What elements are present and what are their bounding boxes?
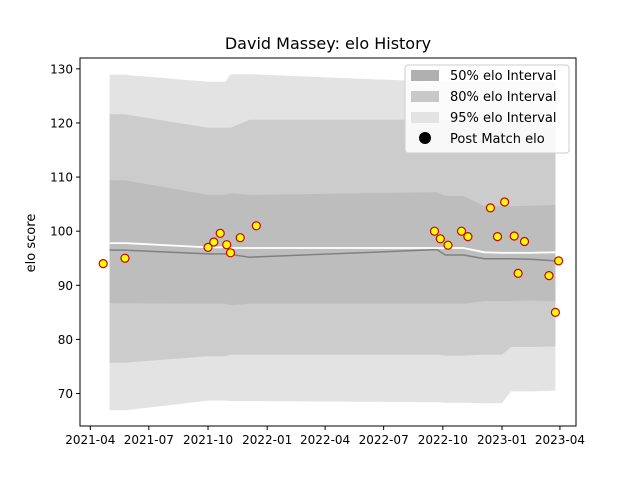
data-point xyxy=(235,233,245,243)
legend-swatch-80 xyxy=(411,91,439,102)
y-axis: 70 80 90 100 110 120 130 xyxy=(50,62,80,401)
data-point xyxy=(513,268,523,278)
x-tick-label: 2022-10 xyxy=(418,433,468,447)
data-point xyxy=(251,221,261,231)
y-tick-label: 100 xyxy=(50,225,73,239)
data-point xyxy=(429,226,440,236)
interval-bands xyxy=(109,74,556,411)
x-tick-label: 2021-10 xyxy=(183,433,233,447)
y-tick-label: 110 xyxy=(50,171,73,185)
data-point xyxy=(519,236,530,247)
y-tick-label: 80 xyxy=(58,333,73,347)
legend-marker-points xyxy=(419,132,431,144)
data-point xyxy=(553,256,564,266)
data-point xyxy=(225,248,236,258)
legend-box xyxy=(404,64,570,154)
legend-label-95: 95% elo Interval xyxy=(450,111,557,126)
x-tick-label: 2021-04 xyxy=(65,433,115,447)
x-tick-label: 2022-04 xyxy=(300,433,350,447)
data-point xyxy=(463,232,473,242)
data-point xyxy=(456,226,467,236)
data-point xyxy=(485,203,495,213)
data-point xyxy=(98,259,108,269)
x-tick-label: 2022-07 xyxy=(359,433,409,447)
legend-label-80: 80% elo Interval xyxy=(450,90,557,105)
data-point xyxy=(120,253,130,263)
y-axis-label: elo score xyxy=(24,214,39,273)
data-point xyxy=(544,271,554,281)
y-tick-label: 90 xyxy=(58,279,73,293)
x-tick-label: 2021-07 xyxy=(124,433,174,447)
data-point xyxy=(209,237,219,247)
chart-title: David Massey: elo History xyxy=(225,34,431,53)
band-50 xyxy=(109,180,556,306)
legend-swatch-95 xyxy=(411,112,439,123)
legend-label-points: Post Match elo xyxy=(450,132,545,147)
data-point xyxy=(550,307,561,317)
mean-line xyxy=(109,248,556,262)
data-point xyxy=(500,197,510,207)
x-tick-label: 2023-01 xyxy=(477,433,527,447)
y-tick-label: 120 xyxy=(50,116,73,130)
data-point xyxy=(435,234,445,244)
data-point xyxy=(215,228,225,238)
post-match-points xyxy=(98,197,564,317)
x-tick-label: 2023-04 xyxy=(535,433,585,447)
data-point xyxy=(509,231,519,241)
data-point xyxy=(203,242,213,252)
data-point xyxy=(492,232,503,242)
legend-swatch-50 xyxy=(411,70,439,81)
legend: 50% elo Interval 80% elo Interval 95% el… xyxy=(404,64,570,154)
y-tick-label: 130 xyxy=(50,62,73,76)
data-point xyxy=(222,240,232,250)
data-point xyxy=(443,240,453,250)
x-tick-label: 2022-01 xyxy=(242,433,292,447)
x-axis: 2021-04 2021-07 2021-10 2022-01 2022-04 2022-… xyxy=(65,426,585,447)
legend-label-50: 50% elo Interval xyxy=(450,69,557,84)
plot-frame xyxy=(79,57,577,427)
y-tick-label: 70 xyxy=(58,387,73,401)
